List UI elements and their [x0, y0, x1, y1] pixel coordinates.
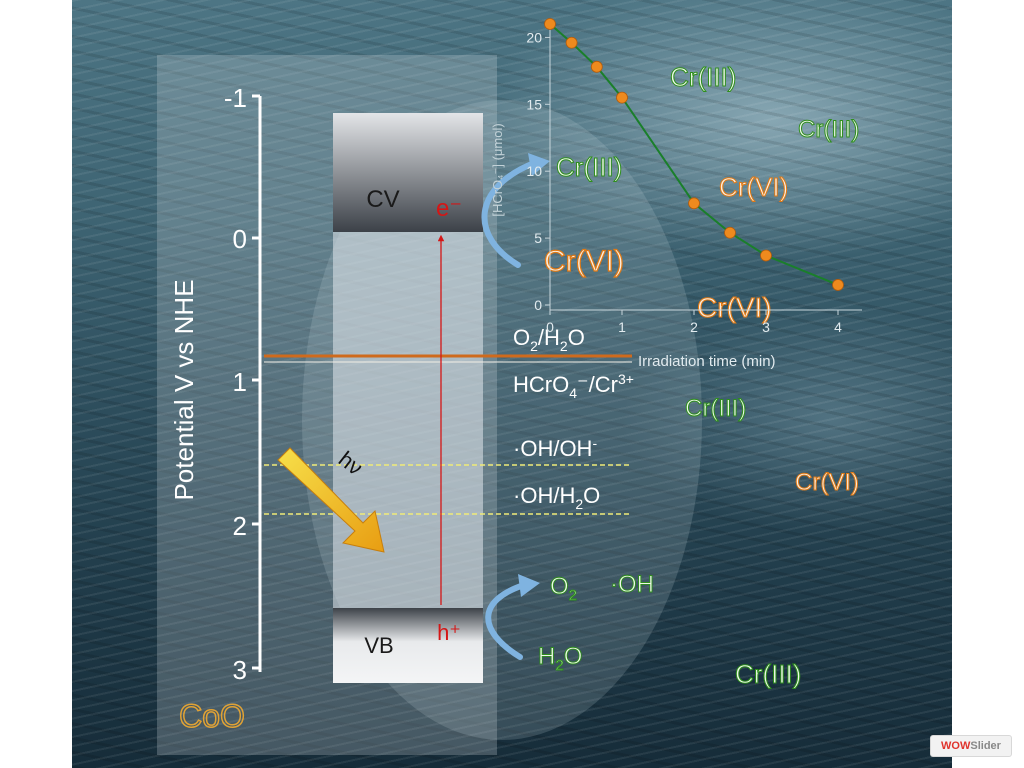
decay-point [688, 197, 700, 210]
inset-x-tick-label: 1 [618, 319, 626, 335]
vb-reactant-label: H2O [538, 643, 582, 674]
vb-arrow-head [518, 574, 540, 597]
vb-product-oh: ·OH [610, 571, 654, 598]
decay-point [544, 18, 556, 30]
axis-tick-label: 1 [233, 367, 247, 397]
inset-y-tick-label: 15 [526, 96, 542, 112]
inset-y-tick-label: 10 [526, 163, 542, 179]
axis-tick-label: 3 [233, 655, 247, 685]
level-label-o2-h2o: O2/H2O [513, 325, 585, 354]
species-label-cr6: Cr(VI) [795, 469, 859, 496]
cb-label: CV [366, 186, 399, 213]
decay-point [565, 36, 578, 49]
species-label-cr3: Cr(III) [685, 395, 746, 422]
cb-product-label: Cr(III) [556, 152, 622, 182]
hole-label: h⁺ [437, 620, 461, 645]
axis-tick-label: -1 [224, 83, 247, 113]
decay-point [724, 226, 736, 239]
conduction-band [333, 113, 483, 232]
cb-arrow-head [528, 153, 550, 176]
species-label-cr3: Cr(III) [735, 659, 801, 689]
species-label-cr6: Cr(VI) [719, 172, 788, 202]
axis-tick-label: 2 [233, 511, 247, 541]
decay-point [590, 60, 603, 73]
band-gap [333, 232, 483, 610]
level-label-oh-h2o: ·OH/H2O [513, 483, 600, 512]
species-label-cr3: Cr(III) [798, 116, 859, 143]
inset-y-tick-label: 0 [534, 297, 542, 313]
vb-curved-arrow [485, 582, 527, 660]
inset-x-tick-label: 0 [546, 319, 554, 335]
inset-x-tick-label: 3 [762, 319, 770, 335]
inset-x-tick-label: 4 [834, 319, 842, 335]
decay-point [760, 249, 772, 262]
vb-label: VB [364, 633, 393, 658]
material-label: CoO [179, 698, 245, 734]
inset-chart: [HCrO₄⁻] (μmol) Irradiation time (min) 0… [490, 18, 862, 370]
wowslider-watermark: WOWSlider [930, 735, 1012, 757]
band-diagram: CV e⁻ VB h⁺ -1 0 1 2 3 Potential V vs NH… [157, 18, 862, 755]
inset-y-tick-label: 20 [526, 29, 542, 45]
axis-title: Potential V vs NHE [169, 279, 199, 500]
potential-axis [252, 94, 262, 672]
species-label-cr6: Cr(VI) [697, 292, 772, 323]
photon-arrow [277, 447, 385, 553]
species-label-cr3: Cr(III) [670, 62, 736, 92]
inset-y-label: [HCrO₄⁻] (μmol) [490, 123, 505, 216]
valence-band [333, 608, 483, 683]
axis-tick-label: 0 [233, 224, 247, 254]
decay-point [616, 91, 628, 104]
level-label-hcro4: HCrO4⁻/Cr3+ [513, 371, 634, 401]
vb-product-o2: O2 [550, 573, 577, 604]
electron-label: e⁻ [436, 195, 462, 222]
inset-x-label: Irradiation time (min) [638, 353, 776, 370]
cb-reactant-label: Cr(VI) [544, 245, 624, 278]
inset-x-tick-label: 2 [690, 319, 698, 335]
inset-y-tick-label: 5 [534, 230, 542, 246]
decay-point [832, 279, 844, 291]
level-label-oh-ohminus: ·OH/OH- [513, 435, 597, 461]
cb-curved-arrow [481, 160, 537, 268]
slide: CV e⁻ VB h⁺ -1 0 1 2 3 Potential V vs NH… [72, 0, 952, 768]
